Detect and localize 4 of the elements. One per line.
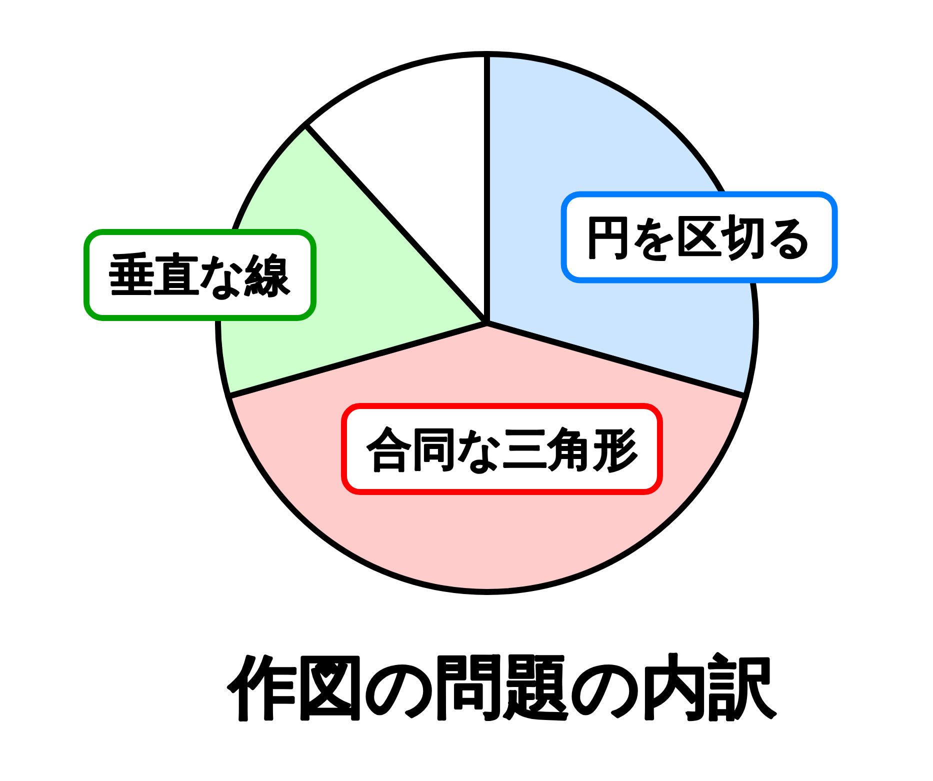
slice-label: 垂直な線: [108, 248, 292, 302]
slice-label: 合同な三角形: [366, 422, 638, 476]
text: 作図の問題の内訳: [226, 648, 778, 728]
slice-label: 円を区切る: [586, 210, 813, 264]
